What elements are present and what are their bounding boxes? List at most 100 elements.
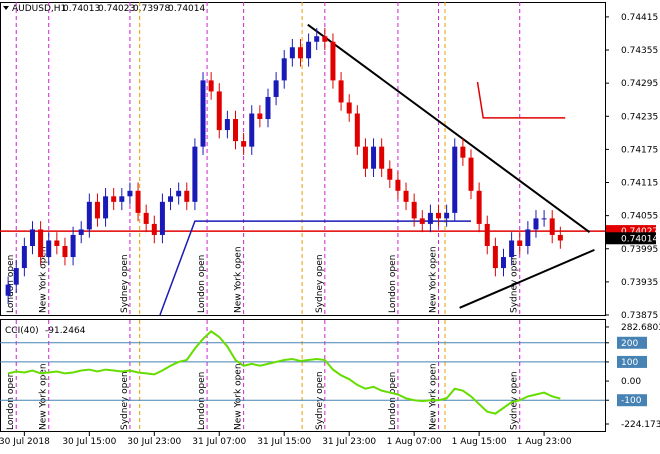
candle-body bbox=[533, 218, 539, 230]
candle-body bbox=[509, 240, 515, 258]
x-tick-label: 30 Jul 2018 bbox=[0, 437, 50, 447]
candle-body bbox=[168, 196, 174, 202]
cci-tick-label: -224.1738 bbox=[621, 420, 660, 430]
candle-body bbox=[13, 268, 19, 285]
candle-body bbox=[517, 240, 523, 246]
session-label: New York open bbox=[39, 363, 49, 430]
cci-line bbox=[7, 330, 561, 415]
candle-body bbox=[29, 229, 35, 246]
candle-body bbox=[159, 201, 165, 235]
candle-body bbox=[460, 146, 466, 158]
candle-body bbox=[200, 80, 206, 147]
y-tick-label: 0.73935 bbox=[621, 278, 658, 288]
candle-body bbox=[379, 146, 385, 169]
candle-body bbox=[38, 229, 44, 258]
x-tick-label: 30 Jul 15:00 bbox=[62, 437, 116, 447]
candle-body bbox=[411, 201, 417, 219]
candle-body bbox=[265, 96, 271, 120]
candle-body bbox=[151, 223, 157, 235]
x-tick-label: 30 Jul 23:00 bbox=[127, 437, 181, 447]
candle-body bbox=[525, 229, 531, 246]
header-open: 0.74013 bbox=[63, 4, 100, 14]
cci-tick-label: 100 bbox=[621, 358, 638, 368]
x-tick-label: 1 Aug 23:00 bbox=[517, 437, 572, 447]
drawn-line bbox=[459, 248, 595, 309]
candle-body bbox=[94, 201, 100, 219]
x-tick-label: 31 Jul 07:00 bbox=[192, 437, 246, 447]
candle-body bbox=[5, 284, 11, 296]
cci-tick-label: -100 bbox=[621, 396, 642, 406]
session-label: Sydney open bbox=[120, 254, 130, 313]
candle-body bbox=[476, 190, 482, 224]
candle-body bbox=[78, 229, 84, 235]
drawn-line bbox=[476, 81, 566, 119]
candle-body bbox=[436, 212, 442, 219]
candle-body bbox=[184, 190, 190, 202]
candle-body bbox=[492, 245, 498, 269]
candle-body bbox=[249, 113, 255, 147]
drawn-line bbox=[159, 220, 199, 316]
candle-body bbox=[338, 80, 344, 103]
candle-body bbox=[233, 119, 239, 142]
candle-body bbox=[54, 240, 60, 246]
y-tick-label: 0.74355 bbox=[621, 46, 658, 56]
cci-level-box bbox=[617, 355, 647, 368]
candle-body bbox=[127, 190, 133, 197]
x-tick-label: 1 Aug 15:00 bbox=[452, 437, 507, 447]
candle-body bbox=[484, 223, 490, 246]
candle-body bbox=[289, 47, 295, 59]
candle-body bbox=[371, 146, 377, 169]
session-label: London open bbox=[6, 372, 16, 430]
candle-body bbox=[452, 146, 458, 213]
candle-body bbox=[143, 212, 149, 224]
y-tick-label: 0.73995 bbox=[621, 245, 658, 255]
session-label: New York open bbox=[429, 246, 439, 313]
y-tick-label: 0.74175 bbox=[621, 145, 658, 155]
cci-level-box bbox=[617, 394, 647, 407]
candle-body bbox=[216, 91, 222, 131]
candle-body bbox=[111, 196, 117, 202]
candle-body bbox=[346, 102, 352, 114]
candle-body bbox=[387, 168, 393, 180]
session-label: New York open bbox=[234, 363, 244, 430]
cci-level-box bbox=[617, 336, 647, 349]
candle-body bbox=[362, 146, 368, 169]
symbol: AUDUSD,H1 bbox=[12, 4, 66, 14]
candle-body bbox=[241, 141, 247, 147]
candle-body bbox=[314, 36, 320, 42]
candle-body bbox=[427, 212, 433, 224]
candle-body bbox=[468, 157, 474, 191]
candle-body bbox=[281, 58, 287, 81]
session-label: London open bbox=[197, 255, 207, 313]
x-tick-label: 31 Jul 23:00 bbox=[322, 437, 376, 447]
y-tick-label: 0.74115 bbox=[621, 179, 658, 189]
price-label: 0.74014 bbox=[621, 234, 658, 244]
candle-body bbox=[21, 245, 27, 269]
session-label: London open bbox=[388, 255, 398, 313]
header-close: 0.74014 bbox=[168, 4, 205, 14]
candle-body bbox=[354, 113, 360, 147]
cci-label: CCI(40) bbox=[5, 326, 39, 336]
drawn-line bbox=[307, 23, 591, 234]
cci-tick-label: 0.00 bbox=[621, 377, 641, 387]
candle-body bbox=[103, 196, 109, 219]
x-tick-label: 31 Jul 15:00 bbox=[257, 437, 311, 447]
header-low: 0.73978 bbox=[133, 4, 170, 14]
header-icon bbox=[3, 6, 9, 10]
main-frame bbox=[0, 2, 606, 316]
y-tick-label: 0.74235 bbox=[621, 112, 658, 122]
candle-body bbox=[62, 245, 68, 258]
y-tick-label: 0.74295 bbox=[621, 79, 658, 89]
cci-current: -91.2464 bbox=[45, 326, 86, 336]
session-label: New York open bbox=[429, 363, 439, 430]
candle-body bbox=[46, 240, 52, 258]
candle-body bbox=[86, 201, 92, 230]
session-label: London open bbox=[388, 372, 398, 430]
candle-body bbox=[444, 212, 450, 219]
candle-body bbox=[403, 190, 409, 202]
candle-body bbox=[208, 80, 214, 92]
session-label: London open bbox=[6, 255, 16, 313]
candle-body bbox=[500, 257, 506, 269]
cci-tick-label: 200 bbox=[621, 339, 638, 349]
